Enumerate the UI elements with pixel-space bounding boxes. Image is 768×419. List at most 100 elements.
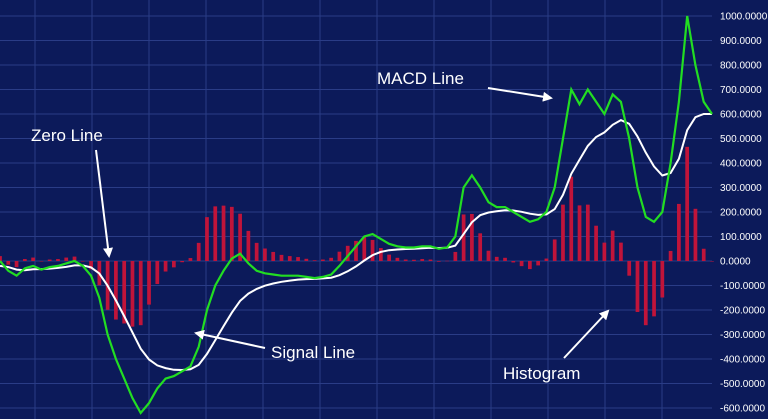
histogram-bar	[610, 230, 615, 261]
histogram-bar	[147, 261, 151, 305]
y-tick-label: 900.0000	[720, 36, 762, 47]
histogram-bar	[304, 258, 309, 261]
histogram-bar	[395, 257, 400, 261]
histogram-bar	[138, 261, 143, 326]
histogram-bar	[31, 257, 35, 261]
histogram-bar	[114, 261, 118, 320]
histogram-bar	[503, 257, 507, 261]
histogram-bar	[585, 204, 590, 261]
histogram-bar	[685, 146, 690, 261]
histogram-bar	[72, 256, 77, 261]
annotation-zero-line: Zero Line	[31, 126, 103, 145]
histogram-bar	[0, 256, 2, 261]
y-tick-label: -600.0000	[720, 404, 765, 415]
histogram-bar	[370, 239, 375, 261]
y-tick-label: 400.0000	[720, 159, 762, 170]
histogram-bar	[511, 261, 516, 263]
histogram-bar	[710, 261, 714, 262]
macd-line	[0, 15, 713, 415]
histogram-bar	[378, 248, 383, 261]
signal-line	[0, 113, 712, 372]
histogram-bar	[271, 251, 276, 261]
y-tick-label: 100.0000	[720, 232, 762, 243]
histogram-bar	[254, 242, 259, 261]
histogram-bar	[660, 261, 665, 298]
histogram-bar	[536, 261, 541, 266]
histogram-bar	[196, 242, 201, 261]
histogram-bar	[64, 257, 69, 261]
histogram-bar	[569, 176, 574, 261]
histogram-bar	[171, 261, 176, 268]
histogram-bar	[470, 213, 474, 261]
histogram-bar	[561, 204, 565, 261]
histogram-bar	[345, 245, 350, 261]
histogram-bar	[387, 254, 391, 261]
histogram-bar	[163, 261, 168, 272]
histogram-bar	[130, 261, 135, 327]
histogram-bar	[312, 260, 317, 261]
histogram-bar	[89, 261, 93, 270]
histogram-bar	[188, 258, 193, 261]
histogram-bar	[39, 261, 44, 262]
histogram-bar	[238, 213, 242, 261]
histogram-bar	[205, 217, 209, 261]
histogram-bar	[643, 261, 648, 326]
histogram-bar	[461, 214, 466, 261]
y-tick-label: 700.0000	[720, 85, 762, 96]
histogram-bar	[486, 250, 491, 261]
y-tick-label: -300.0000	[720, 330, 765, 341]
histogram-bar	[420, 259, 425, 261]
histogram-bar	[677, 203, 681, 261]
y-tick-label: -200.0000	[720, 306, 765, 317]
histogram-bar	[668, 250, 673, 261]
annotation-macd-line: MACD Line	[377, 69, 464, 88]
arrow-zero-line	[95, 149, 113, 258]
histogram-bar	[602, 242, 607, 261]
histogram-bar	[652, 261, 656, 317]
histogram-bar	[544, 258, 549, 261]
y-tick-label: 500.0000	[720, 134, 762, 145]
histogram-bar	[362, 236, 367, 261]
histogram-bar	[403, 259, 408, 261]
histogram-bar	[337, 251, 342, 261]
histogram-bar	[412, 259, 416, 261]
histogram-bar	[693, 208, 698, 261]
histogram-bar	[263, 248, 267, 261]
histogram-bar	[321, 259, 325, 261]
arrow-macd-line	[487, 87, 553, 102]
histogram-bar	[279, 254, 284, 261]
annotation-histogram: Histogram	[503, 364, 580, 383]
histogram-bar	[527, 261, 532, 270]
histogram-bar	[47, 259, 52, 261]
y-tick-label: 300.0000	[720, 183, 762, 194]
histogram-bar	[619, 242, 623, 261]
histogram-bar	[329, 257, 334, 261]
histogram-bar	[354, 240, 358, 261]
arrow-signal-line	[194, 329, 266, 349]
histogram-bar	[246, 230, 251, 261]
histogram-bar	[635, 261, 640, 312]
histogram-bar	[552, 239, 557, 261]
histogram-bar	[594, 225, 598, 261]
annotation-signal-line: Signal Line	[271, 343, 355, 362]
histogram-bar	[155, 261, 160, 285]
histogram-bar	[701, 248, 706, 261]
histogram-bar	[453, 251, 458, 261]
y-tick-label: 1000.0000	[720, 12, 768, 23]
histogram-bar	[56, 259, 60, 261]
y-tick-label: 600.0000	[720, 110, 762, 121]
histogram-bar	[122, 261, 127, 324]
histogram-bar	[494, 256, 499, 261]
y-axis-ticks: 1000.0000 900.0000 800.0000 700.0000 600.000…	[720, 12, 768, 415]
histogram-bar	[445, 260, 449, 262]
y-tick-label: 200.0000	[720, 208, 762, 219]
y-tick-label: 800.0000	[720, 61, 762, 72]
histogram-bar	[80, 261, 85, 262]
histogram-bar	[14, 261, 19, 268]
histogram-bar	[428, 259, 433, 261]
y-tick-label: -400.0000	[720, 355, 765, 366]
histogram-bar	[229, 206, 234, 261]
histogram-bar	[213, 206, 218, 261]
y-tick-label: 0.0000	[720, 257, 751, 268]
